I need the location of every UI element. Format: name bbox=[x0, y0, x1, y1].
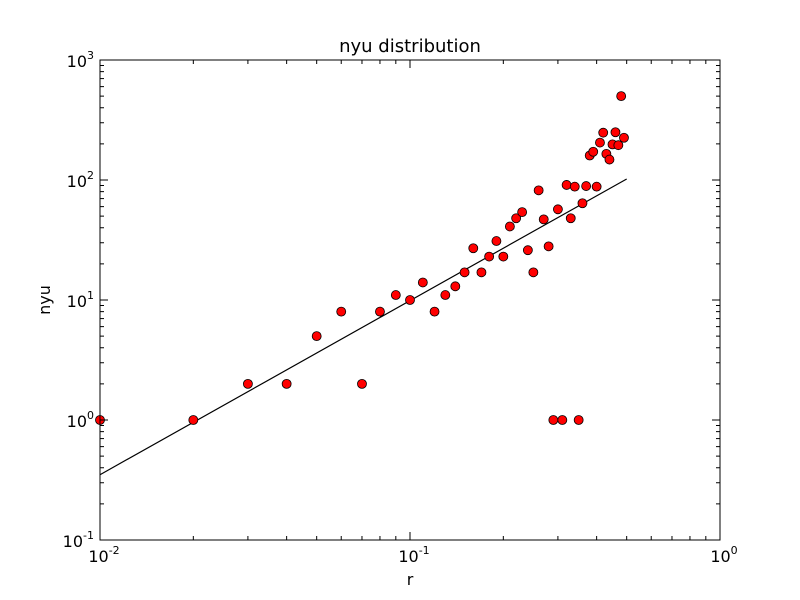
data-point bbox=[517, 207, 528, 218]
x-tick-label: 10-1 bbox=[398, 544, 429, 566]
data-point bbox=[565, 213, 576, 224]
data-point bbox=[543, 241, 554, 252]
data-point bbox=[610, 127, 621, 138]
axis-ticks bbox=[99, 59, 721, 541]
y-tick-label-exponent: 2 bbox=[87, 169, 94, 182]
data-point bbox=[522, 245, 533, 256]
data-point bbox=[557, 415, 568, 425]
x-axis-label: r bbox=[407, 570, 414, 589]
data-point bbox=[311, 331, 322, 342]
data-point bbox=[511, 213, 522, 224]
y-tick-label: 102 bbox=[67, 169, 94, 191]
x-tick-labels: 10-2 10-1 100 bbox=[88, 544, 737, 566]
data-point bbox=[573, 415, 584, 425]
y-tick-label-base: 10 bbox=[67, 52, 87, 71]
data-point bbox=[619, 132, 629, 143]
data-point bbox=[491, 236, 502, 246]
data-point bbox=[553, 204, 563, 215]
y-tick-label-exponent: 1 bbox=[87, 289, 94, 302]
x-tick-label-base: 10 bbox=[398, 547, 418, 566]
y-tick-label: 10-1 bbox=[63, 529, 94, 551]
data-point bbox=[450, 281, 461, 292]
y-axis-label: nyu bbox=[35, 285, 54, 315]
data-point bbox=[440, 290, 451, 300]
data-point bbox=[598, 127, 609, 138]
data-point bbox=[188, 415, 199, 425]
plot-area bbox=[95, 59, 721, 541]
x-tick-label-base: 10 bbox=[88, 547, 108, 566]
y-tick-label-exponent: -1 bbox=[83, 529, 94, 542]
x-tick-label-base: 10 bbox=[710, 547, 730, 566]
data-point bbox=[476, 267, 487, 278]
chart-title: nyu distribution bbox=[339, 36, 481, 57]
fit-line bbox=[99, 178, 627, 476]
data-point bbox=[577, 198, 588, 209]
data-point bbox=[390, 290, 401, 300]
data-point bbox=[548, 415, 559, 425]
data-point bbox=[375, 306, 385, 317]
y-tick-label-base: 10 bbox=[67, 172, 87, 191]
x-tick-label-exponent: 0 bbox=[731, 544, 738, 557]
x-tick-label-exponent: -2 bbox=[109, 544, 120, 557]
data-point bbox=[405, 295, 415, 305]
data-point bbox=[613, 140, 624, 151]
data-point bbox=[569, 181, 580, 192]
data-point bbox=[604, 154, 615, 165]
data-point bbox=[533, 185, 544, 196]
data-point bbox=[484, 251, 495, 262]
data-point bbox=[504, 221, 515, 232]
y-tick-label-exponent: 0 bbox=[87, 409, 94, 422]
data-point bbox=[243, 378, 253, 389]
data-point bbox=[468, 243, 479, 254]
x-tick-label: 10-2 bbox=[88, 544, 119, 566]
data-point bbox=[591, 181, 602, 192]
data-point bbox=[538, 214, 549, 225]
y-tick-label-exponent: 3 bbox=[87, 49, 94, 62]
data-point bbox=[616, 91, 627, 102]
data-point bbox=[429, 306, 440, 317]
data-point bbox=[528, 267, 539, 278]
data-point bbox=[595, 137, 605, 148]
data-point bbox=[357, 378, 367, 389]
data-point bbox=[459, 267, 470, 278]
data-point bbox=[581, 181, 592, 191]
data-point bbox=[336, 306, 347, 317]
y-tick-label-base: 10 bbox=[63, 532, 83, 551]
fit-line-layer bbox=[99, 178, 627, 476]
y-tick-label-base: 10 bbox=[67, 292, 87, 311]
data-point bbox=[588, 146, 599, 157]
y-tick-label: 101 bbox=[67, 289, 94, 311]
x-tick-label: 100 bbox=[710, 544, 737, 566]
scatter-points bbox=[95, 91, 629, 425]
y-tick-label: 103 bbox=[67, 49, 94, 71]
data-point bbox=[561, 180, 572, 190]
x-tick-label-exponent: -1 bbox=[419, 544, 430, 557]
y-tick-label-base: 10 bbox=[67, 412, 87, 431]
data-point bbox=[281, 378, 292, 389]
data-point bbox=[498, 251, 509, 262]
data-point bbox=[417, 277, 428, 288]
y-tick-label: 100 bbox=[67, 409, 94, 431]
